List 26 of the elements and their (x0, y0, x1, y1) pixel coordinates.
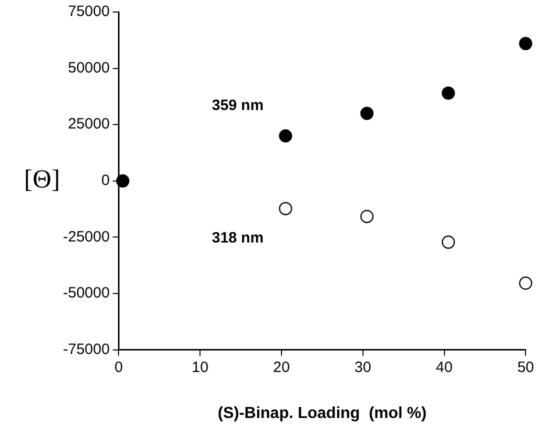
point (442, 86, 455, 100)
y-tick-label: 50000 (68, 59, 110, 76)
x-tick-label: 0 (114, 358, 123, 376)
x-axis-title: (S)-Binap. Loading (mol %) (218, 404, 427, 422)
point (116, 174, 130, 188)
series-label: 318 nm (212, 230, 264, 247)
y-tick-label: -75000 (62, 340, 110, 358)
point (278, 129, 292, 142)
x-tick-label: 20 (273, 358, 290, 376)
x-tick-label: 40 (436, 358, 453, 376)
y-tick-label: -25000 (62, 228, 110, 246)
point (519, 276, 532, 290)
x-tick-label: 30 (354, 358, 372, 376)
point (442, 236, 455, 249)
point (519, 36, 532, 50)
point (278, 202, 292, 216)
x-tick-label: 50 (517, 358, 534, 376)
y-tick-label: 25000 (68, 116, 110, 133)
series-label: 359 nm (212, 97, 264, 114)
y-tick-label: 0 (101, 172, 110, 190)
y-axis-title: [Θ] (24, 164, 60, 194)
point (360, 210, 374, 224)
x-tick-label: 10 (192, 358, 208, 376)
point (360, 106, 374, 120)
y-tick-label: -50000 (62, 284, 110, 302)
y-tick-label: 75000 (68, 3, 110, 20)
